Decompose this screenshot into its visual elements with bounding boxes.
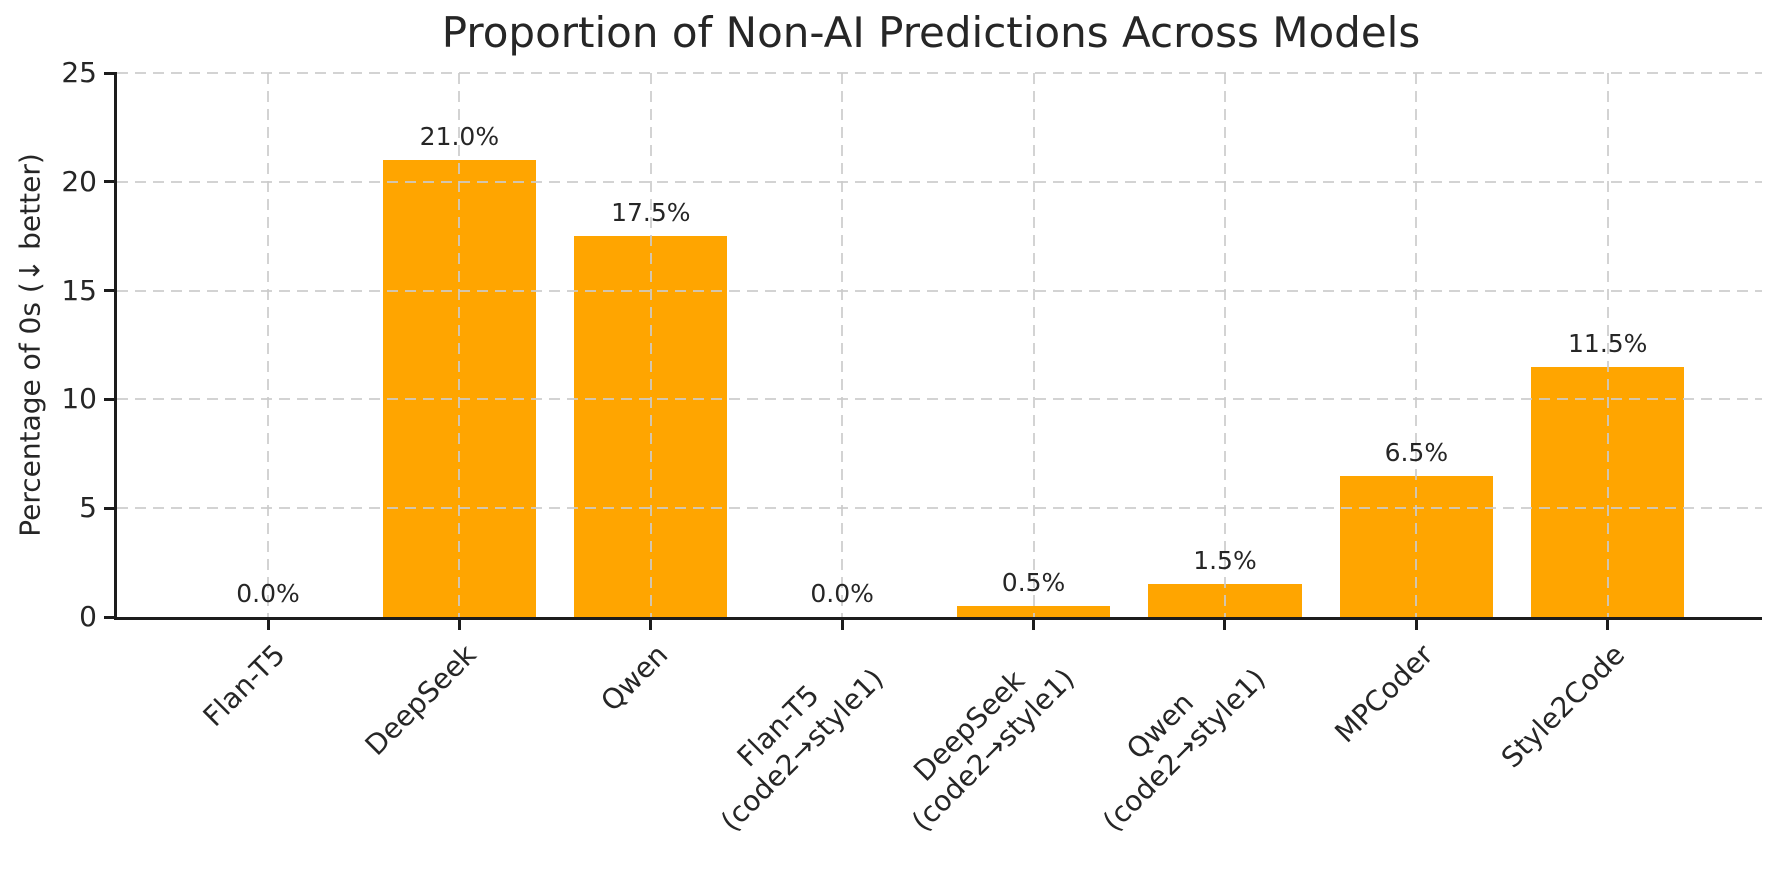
x-tick-label: MPCoder xyxy=(1328,638,1440,750)
hgrid-line xyxy=(117,398,1762,401)
x-tick-label: Qwen (code2→style1) xyxy=(1096,661,1273,838)
y-tick-mark xyxy=(104,615,117,619)
vgrid-line xyxy=(1415,73,1418,617)
hgrid-line xyxy=(117,72,1762,74)
y-tick-label: 0 xyxy=(79,600,97,633)
y-tick-label: 25 xyxy=(61,56,97,89)
hgrid-line xyxy=(117,180,1762,183)
x-tick-mark xyxy=(266,617,270,630)
x-tick-mark xyxy=(649,617,653,630)
x-tick-label: Qwen xyxy=(594,638,675,718)
x-tick-label: Flan-T5 xyxy=(196,638,292,733)
vgrid-line xyxy=(1223,73,1226,617)
vgrid-line xyxy=(1606,73,1609,617)
bar-value-label: 6.5% xyxy=(1384,437,1449,467)
y-tick-mark xyxy=(104,289,117,293)
x-tick-label: DeepSeek xyxy=(358,638,483,762)
chart-title: Proportion of Non-AI Predictions Across … xyxy=(441,8,1421,57)
y-tick-mark xyxy=(104,397,117,401)
bar-value-label: 0.0% xyxy=(236,579,300,608)
vgrid-line xyxy=(649,73,652,617)
y-tick-label: 10 xyxy=(61,382,97,416)
hgrid-line xyxy=(117,289,1762,292)
y-tick-label: 20 xyxy=(61,164,97,198)
y-axis-label: Percentage of 0s (↓ better) xyxy=(13,153,47,537)
bar-value-label: 0.0% xyxy=(810,579,874,608)
x-tick-label: Style2Code xyxy=(1494,638,1632,775)
y-tick-mark xyxy=(104,71,117,75)
x-tick-mark xyxy=(1606,617,1610,630)
bar-value-label: 0.5% xyxy=(1001,568,1066,598)
bar-value-label: 17.5% xyxy=(611,198,691,228)
bar-value-label: 1.5% xyxy=(1193,546,1257,576)
bar-value-label: 21.0% xyxy=(419,122,500,152)
x-tick-mark xyxy=(1223,617,1227,630)
x-tick-mark xyxy=(457,617,461,630)
y-tick-label: 15 xyxy=(61,273,97,307)
y-tick-mark xyxy=(104,506,117,510)
x-tick-mark xyxy=(1032,617,1036,630)
x-tick-mark xyxy=(840,617,844,630)
vgrid-line xyxy=(841,73,844,617)
vgrid-line xyxy=(1032,73,1035,617)
y-tick-mark xyxy=(104,180,117,184)
x-tick-mark xyxy=(1414,617,1418,630)
x-tick-label: DeepSeek (code2→style1) xyxy=(904,661,1081,838)
bar-value-label: 11.5% xyxy=(1568,328,1648,358)
y-tick-label: 5 xyxy=(79,491,97,525)
x-tick-label: Flan-T5 (code2→style1) xyxy=(713,661,890,838)
vgrid-line xyxy=(267,73,269,617)
hgrid-line xyxy=(117,507,1762,510)
vgrid-line xyxy=(458,73,461,617)
plot-area: 0.0% 21.0% 17.5% 0.0% 0.5% 1.5% 6.5% 11.5% xyxy=(114,72,1762,620)
